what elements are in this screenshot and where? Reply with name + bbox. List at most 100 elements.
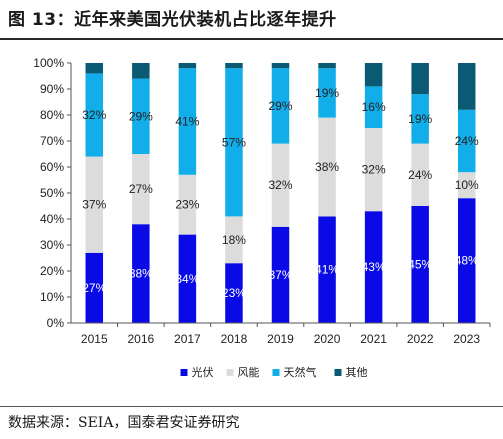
bar-segment xyxy=(225,216,243,264)
figure-title: 图 13：近年来美国光伏装机占比逐年提升 xyxy=(8,10,337,30)
bar-segment xyxy=(85,63,104,74)
stacked-bar-chart: 0% 10% 20% 30% 40% 50% 60% 70% 80% 90% 100% 27% 37%… xyxy=(33,56,491,379)
data-label: 32% xyxy=(268,178,292,192)
y-tick-label: 40% xyxy=(40,212,64,226)
bar-segment xyxy=(178,234,197,323)
bar-segment xyxy=(85,252,104,323)
data-label: 29% xyxy=(268,99,292,113)
legend-swatch xyxy=(226,369,234,376)
bar-segment xyxy=(457,198,476,323)
y-tick-label: 20% xyxy=(40,264,64,278)
x-tick-label: 2017 xyxy=(174,332,201,346)
data-label: 23% xyxy=(222,286,246,300)
bar-segment xyxy=(85,73,104,157)
data-label: 45% xyxy=(408,258,432,272)
x-tick-label: 2018 xyxy=(221,332,248,346)
x-tick-label: 2019 xyxy=(267,332,294,346)
x-tick-label: 2023 xyxy=(453,332,480,346)
bar-segment xyxy=(318,68,336,118)
bar-segment xyxy=(411,94,429,144)
y-tick-label: 50% xyxy=(40,186,64,200)
bar-segment xyxy=(457,63,476,110)
x-tick-label: 2015 xyxy=(81,332,108,346)
bar-segment xyxy=(364,128,383,212)
data-label: 38% xyxy=(315,160,339,174)
data-label: 18% xyxy=(222,233,246,247)
bar-segment xyxy=(364,211,383,323)
data-label: 24% xyxy=(455,134,479,148)
data-label: 41% xyxy=(315,263,339,277)
bar-segment xyxy=(364,86,383,128)
y-tick-label: 10% xyxy=(40,290,64,304)
legend-label: 天然气 xyxy=(284,365,317,379)
data-label: 27% xyxy=(82,281,106,295)
bar-segment xyxy=(411,63,429,95)
x-tick-label: 2022 xyxy=(407,332,434,346)
bar-segment xyxy=(85,156,104,253)
y-tick-label: 0% xyxy=(47,316,65,330)
legend-swatch xyxy=(334,369,342,376)
bar-segment xyxy=(318,117,336,217)
data-label: 19% xyxy=(408,112,432,126)
bar-segment xyxy=(132,154,150,225)
data-label: 32% xyxy=(362,163,386,177)
data-label: 38% xyxy=(129,267,153,281)
y-tick-label: 60% xyxy=(40,160,64,174)
data-label: 24% xyxy=(408,168,432,182)
bar-segment xyxy=(225,68,243,217)
data-label: 48% xyxy=(455,254,479,268)
x-tick-label: 2020 xyxy=(314,332,341,346)
bar-segment xyxy=(411,143,429,206)
bar-segment xyxy=(225,63,243,69)
y-tick-label: 30% xyxy=(40,238,64,252)
bars-group: 27% 37% 32% 38% 27% 29% 34% 23% 41% 23% 18% 57% 37% 3… xyxy=(82,63,479,323)
bar-segment xyxy=(318,63,336,69)
legend-label: 其他 xyxy=(346,366,368,379)
legend-label: 光伏 xyxy=(192,365,214,379)
source-divider xyxy=(0,406,503,407)
title-divider xyxy=(0,38,503,40)
legend: 光伏 风能 天然气 其他 xyxy=(180,365,368,379)
bar-segment xyxy=(132,224,150,323)
y-tick-label: 70% xyxy=(40,134,64,148)
data-label: 41% xyxy=(175,115,199,129)
data-label: 10% xyxy=(455,178,479,192)
bar-segment xyxy=(271,68,290,144)
data-label: 29% xyxy=(129,109,153,123)
data-label: 37% xyxy=(268,268,292,282)
data-label: 37% xyxy=(82,198,106,212)
bar-segment xyxy=(132,78,150,154)
legend-label: 风能 xyxy=(238,365,260,379)
data-label: 23% xyxy=(175,198,199,212)
bar-segment xyxy=(178,68,197,175)
legend-swatch xyxy=(180,369,188,376)
x-axis: 2015 2016 2017 2018 2019 2020 2021 2022 2023 xyxy=(71,322,491,346)
source-note: 数据来源：SEIA，国泰君安证券研究 xyxy=(8,415,240,431)
y-axis: 0% 10% 20% 30% 40% 50% 60% 70% 80% 90% 100% xyxy=(33,56,72,330)
bar-segment xyxy=(457,172,476,199)
bar-segment xyxy=(318,216,336,323)
bar-segment xyxy=(457,109,476,173)
bar-segment xyxy=(271,63,290,69)
y-tick-label: 90% xyxy=(40,82,64,96)
bar-segment xyxy=(271,226,290,323)
x-tick-label: 2021 xyxy=(360,332,387,346)
bar-segment xyxy=(178,63,197,69)
data-label: 43% xyxy=(362,260,386,274)
data-label: 27% xyxy=(129,182,153,196)
bar-segment xyxy=(411,206,429,323)
y-tick-label: 100% xyxy=(33,56,64,70)
data-label: 32% xyxy=(82,108,106,122)
bar-segment xyxy=(225,263,243,323)
legend-swatch xyxy=(272,369,280,376)
data-label: 34% xyxy=(175,272,199,286)
bar-segment xyxy=(271,143,290,227)
y-tick-label: 80% xyxy=(40,108,64,122)
bar-segment xyxy=(132,63,150,79)
bar-segment xyxy=(178,174,197,235)
data-label: 16% xyxy=(362,100,386,114)
bar-segment xyxy=(364,63,383,87)
data-label: 57% xyxy=(222,135,246,149)
x-tick-label: 2016 xyxy=(127,332,154,346)
data-label: 19% xyxy=(315,86,339,100)
